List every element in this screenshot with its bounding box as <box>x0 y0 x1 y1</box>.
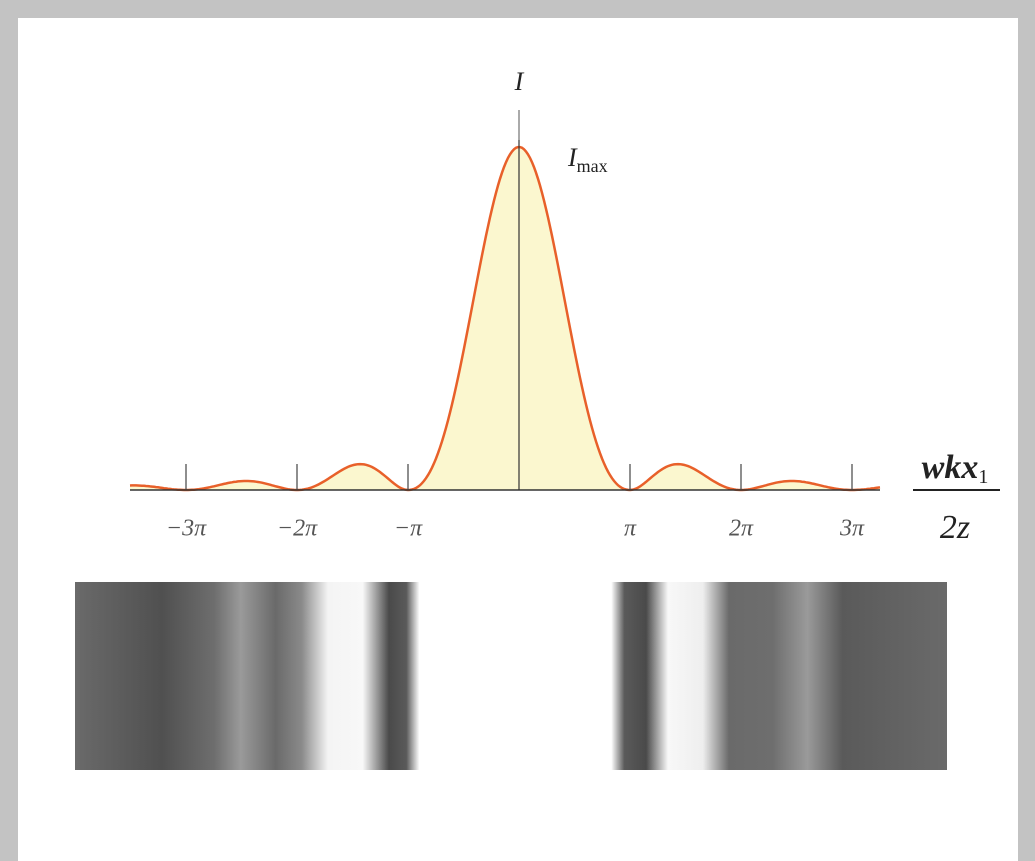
curve <box>129 145 881 492</box>
y-label: I <box>514 67 525 96</box>
tick-label: 2π <box>729 516 754 542</box>
x-label-numerator: wkx1 <box>922 449 989 488</box>
plot <box>129 145 881 492</box>
tick-label: −2π <box>277 516 318 542</box>
frame-top <box>0 0 1035 18</box>
frame-right <box>1018 0 1035 861</box>
tick-label: −π <box>394 516 423 542</box>
peak-label: Imax <box>567 143 608 176</box>
frame-left <box>0 0 18 861</box>
x-label-num: wkx <box>922 449 979 486</box>
tick-label: π <box>624 516 637 542</box>
tick-label: −3π <box>166 516 207 542</box>
peak-label-sub: max <box>577 156 608 176</box>
x-label-denominator: 2z <box>940 509 970 546</box>
peak-label-main: I <box>567 143 578 172</box>
x-label-sub: 1 <box>978 466 988 488</box>
tick-label: 3π <box>839 516 865 542</box>
curve-fill <box>130 147 880 490</box>
fringe-pattern <box>75 582 947 770</box>
